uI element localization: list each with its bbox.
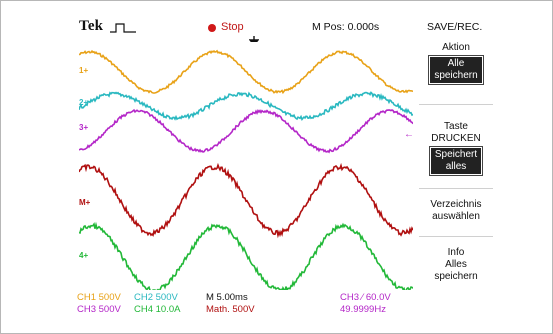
brand-logo: Tek	[79, 18, 103, 35]
stop-indicator-icon	[208, 24, 216, 32]
pulse-trigger-icon	[109, 23, 137, 33]
trigger-level-marker-icon: ←	[404, 129, 414, 140]
horizontal-position-readout: M Pos: 0.000s	[312, 21, 379, 33]
menu-button-info[interactable]: Info Alles speichern	[419, 237, 493, 296]
aktion-value: Alle speichern	[429, 56, 482, 84]
ch4-scale: CH4 10.0A	[134, 304, 180, 315]
aktion-value-line2: speichern	[434, 70, 477, 82]
bottom-status-bar: CH1 500V CH2 500V M 5.00ms CH3 ∕ 60.0V C…	[75, 292, 493, 317]
side-menu: Aktion Alle speichern Taste DRUCKEN Spei…	[419, 42, 493, 296]
ch1-ground-marker: 1+	[79, 67, 88, 75]
ch2-ground-marker: 2+	[79, 99, 88, 107]
aktion-label: Aktion	[419, 42, 493, 54]
trigger-readout: CH3 ∕ 60.0V	[340, 292, 391, 303]
taste-label-line1: Taste	[419, 121, 493, 133]
waveform-display	[79, 42, 413, 290]
info-line2: Alles	[419, 259, 493, 271]
ch2-scale: CH2 500V	[134, 292, 178, 303]
menu-title: SAVE/REC.	[427, 21, 482, 33]
info-line1: Info	[419, 247, 493, 259]
menu-button-aktion[interactable]: Aktion Alle speichern	[419, 42, 493, 105]
menu-button-verzeichnis[interactable]: Verzeichnis auswählen	[419, 189, 493, 237]
frequency-readout: 49.9999Hz	[340, 304, 386, 315]
taste-value: Speichert alles	[430, 147, 482, 175]
verzeichnis-line1: Verzeichnis	[419, 199, 493, 211]
info-line3: speichern	[419, 271, 493, 283]
ch1-scale: CH1 500V	[77, 292, 121, 303]
aktion-value-line1: Alle	[434, 58, 477, 70]
ch3-scale: CH3 500V	[77, 304, 121, 315]
taste-value-line2: alles	[435, 161, 477, 173]
timebase-readout: M 5.00ms	[206, 292, 248, 303]
oscilloscope-screen: Tek Stop M Pos: 0.000s SAVE/REC. 1+ 2+ 3…	[75, 18, 493, 317]
taste-label-line2: DRUCKEN	[419, 133, 493, 145]
ch3-ground-marker: 3+	[79, 124, 88, 132]
taste-value-line1: Speichert	[435, 149, 477, 161]
math-scale: Math. 500V	[206, 304, 255, 315]
run-state-label: Stop	[221, 21, 244, 33]
top-status-bar: Tek Stop M Pos: 0.000s SAVE/REC.	[75, 18, 493, 38]
verzeichnis-line2: auswählen	[419, 211, 493, 223]
menu-button-taste-drucken[interactable]: Taste DRUCKEN Speichert alles	[419, 105, 493, 189]
ch4-ground-marker: 4+	[79, 252, 88, 260]
math-ground-marker: M+	[79, 199, 90, 207]
